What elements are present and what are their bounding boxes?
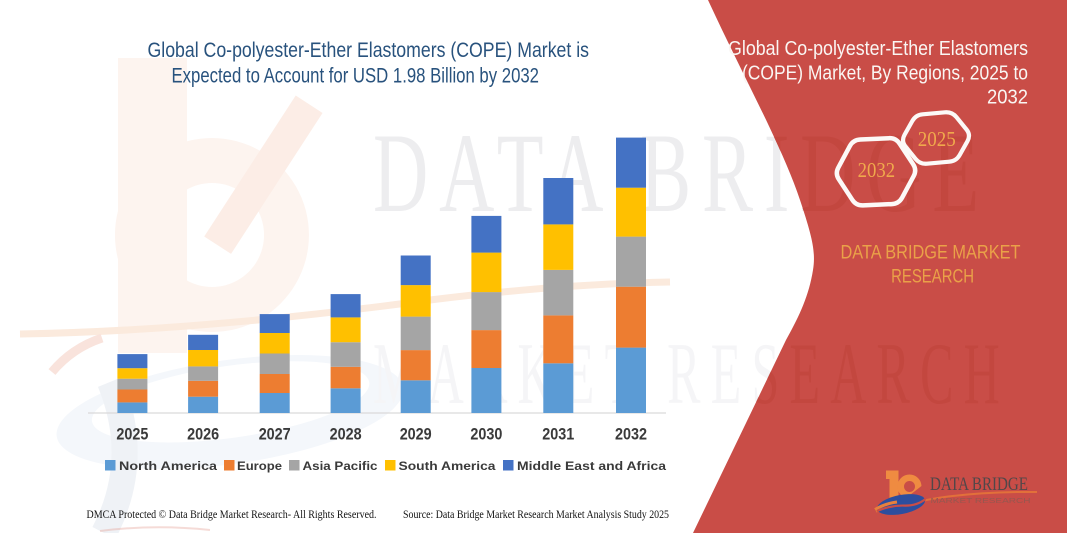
svg-text:Global Co-polyester-Ether Elas: Global Co-polyester-Ether Elastomers (CO… <box>148 38 590 62</box>
svg-text:2032: 2032 <box>858 158 896 182</box>
svg-text:MARKET RESEARCH: MARKET RESEARCH <box>931 496 1031 505</box>
svg-text:Middle East and Africa: Middle East and Africa <box>517 459 666 473</box>
svg-text:North America: North America <box>119 459 217 473</box>
svg-text:2026: 2026 <box>187 426 219 444</box>
svg-text:DATA BRIDGE: DATA BRIDGE <box>930 475 1028 495</box>
svg-text:2030: 2030 <box>470 426 502 444</box>
svg-text:2025: 2025 <box>918 127 956 151</box>
svg-text:Europe: Europe <box>237 459 282 473</box>
svg-text:2031: 2031 <box>542 426 574 444</box>
svg-text:RESEARCH: RESEARCH <box>891 265 974 287</box>
svg-text:2032: 2032 <box>987 86 1028 109</box>
svg-text:South America: South America <box>399 459 496 473</box>
svg-text:Asia Pacific: Asia Pacific <box>303 459 378 473</box>
svg-text:2032: 2032 <box>615 426 647 444</box>
svg-text:2028: 2028 <box>330 426 362 444</box>
svg-text:2029: 2029 <box>400 426 432 444</box>
svg-text:(COPE) Market, By Regions, 202: (COPE) Market, By Regions, 2025 to <box>742 61 1028 84</box>
svg-text:2027: 2027 <box>259 426 291 444</box>
svg-text:DATA BRIDGE MARKET: DATA BRIDGE MARKET <box>841 242 1021 264</box>
svg-text:Source: Data Bridge Market Res: Source: Data Bridge Market Research Mark… <box>403 507 669 521</box>
svg-text:2025: 2025 <box>116 426 148 444</box>
svg-text:Expected to Account for USD 1.: Expected to Account for USD 1.98 Billion… <box>172 64 540 88</box>
svg-text:DMCA Protected © Data Bridge M: DMCA Protected © Data Bridge Market Rese… <box>87 507 377 521</box>
svg-text:Global Co-polyester-Ether Elas: Global Co-polyester-Ether Elastomers <box>728 37 1028 60</box>
